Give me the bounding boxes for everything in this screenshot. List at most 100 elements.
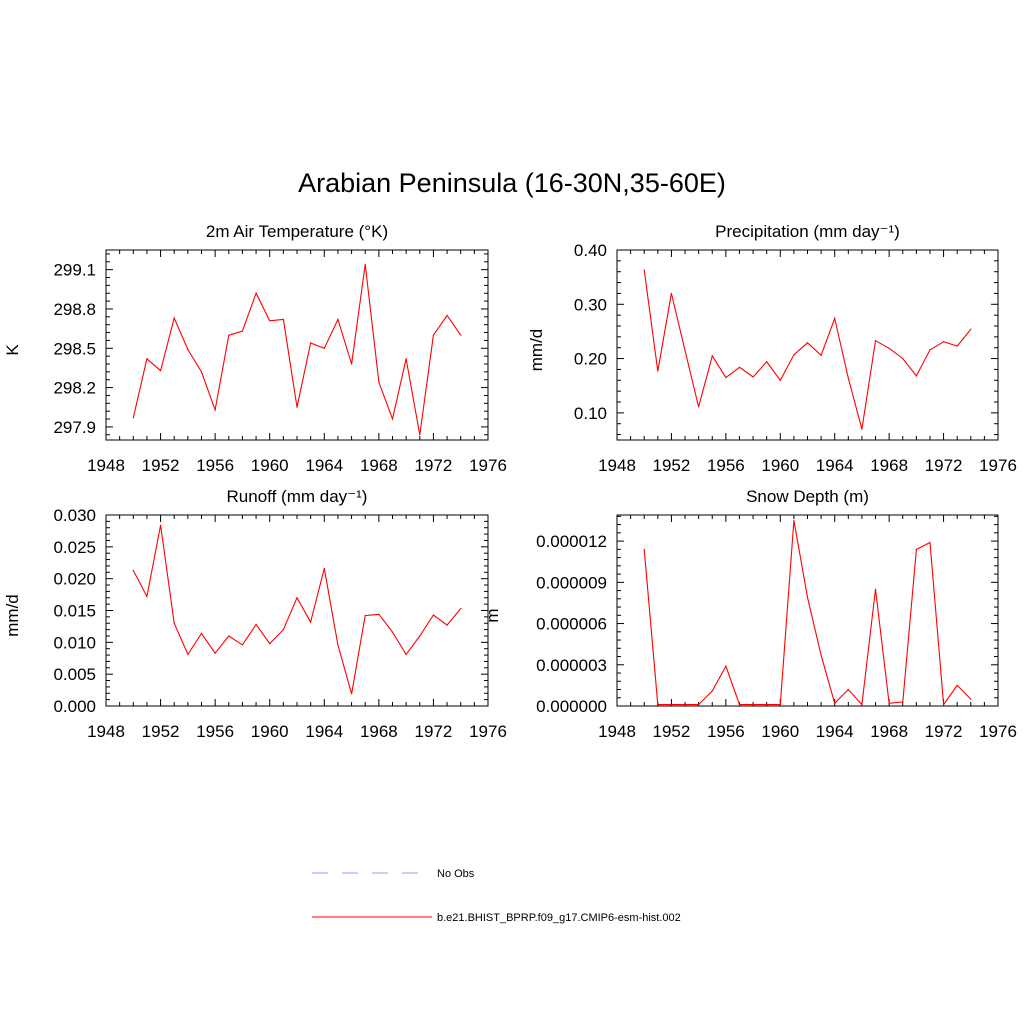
- data-point: [405, 358, 407, 360]
- data-point: [834, 702, 836, 704]
- x-tick-label: 1972: [925, 722, 963, 741]
- data-point: [214, 409, 216, 411]
- x-tick-label: 1948: [87, 722, 125, 741]
- data-point: [793, 519, 795, 522]
- data-point: [766, 704, 768, 706]
- data-point: [132, 417, 134, 419]
- data-point: [364, 614, 366, 617]
- x-tick-label: 1972: [415, 722, 453, 741]
- y-axis-label: m: [483, 608, 502, 622]
- data-point: [929, 541, 931, 544]
- y-tick-label: 0.20: [574, 350, 607, 369]
- x-tick-label: 1948: [598, 722, 636, 741]
- data-point: [241, 644, 244, 646]
- data-point: [460, 607, 462, 610]
- data-point: [187, 348, 189, 351]
- data-point: [670, 292, 673, 295]
- data-point: [364, 263, 366, 266]
- data-point: [460, 334, 462, 336]
- x-tick-label: 1976: [979, 456, 1017, 475]
- data-point: [419, 635, 421, 637]
- x-tick-label: 1952: [653, 722, 691, 741]
- data-point: [282, 629, 284, 631]
- y-axis-label: mm/d: [3, 594, 22, 637]
- y-tick-label: 0.000012: [536, 532, 607, 551]
- data-point: [159, 524, 162, 526]
- data-point: [670, 704, 673, 706]
- data-point: [698, 406, 700, 408]
- x-tick-label: 1960: [251, 722, 289, 741]
- data-point: [820, 654, 822, 656]
- data-point: [834, 317, 836, 319]
- data-point: [874, 588, 877, 590]
- x-tick-label: 1952: [142, 722, 180, 741]
- data-point: [711, 355, 713, 357]
- data-point: [942, 341, 945, 343]
- data-point: [806, 342, 809, 344]
- subplot-title: Snow Depth (m): [746, 487, 869, 506]
- data-point: [187, 653, 189, 656]
- data-point: [405, 653, 407, 656]
- data-point: [643, 269, 645, 271]
- x-tick-label: 1976: [469, 456, 507, 475]
- x-tick-label: 1956: [196, 456, 234, 475]
- data-point: [806, 596, 809, 599]
- data-point: [874, 340, 877, 342]
- data-point: [970, 698, 972, 700]
- data-point: [956, 684, 958, 686]
- x-tick-label: 1956: [196, 722, 234, 741]
- data-point: [146, 595, 148, 598]
- data-point: [350, 363, 353, 365]
- data-point: [929, 349, 931, 351]
- data-point: [200, 371, 203, 373]
- data-point: [847, 377, 849, 379]
- y-tick-label: 299.1: [53, 261, 96, 280]
- data-point: [779, 704, 781, 706]
- data-point: [847, 688, 849, 691]
- data-point: [684, 704, 686, 706]
- data-point: [269, 320, 271, 322]
- data-point: [888, 702, 890, 704]
- data-point: [956, 345, 958, 347]
- y-tick-label: 0.015: [53, 602, 96, 621]
- data-point: [820, 354, 822, 356]
- x-tick-label: 1960: [761, 456, 799, 475]
- data-point: [391, 418, 394, 420]
- x-tick-label: 1956: [707, 722, 745, 741]
- data-point: [657, 704, 659, 706]
- y-tick-label: 0.020: [53, 570, 96, 589]
- data-point: [711, 690, 713, 692]
- x-tick-label: 1968: [870, 456, 908, 475]
- subplot-title: Runoff (mm day⁻¹): [227, 487, 368, 506]
- y-axis-label: mm/d: [527, 329, 546, 372]
- x-tick-label: 1976: [469, 722, 507, 741]
- x-tick-label: 1964: [305, 456, 343, 475]
- data-point: [173, 622, 175, 624]
- y-tick-label: 0.30: [574, 295, 607, 314]
- y-axis-label: K: [3, 344, 22, 356]
- data-point: [942, 704, 945, 706]
- data-point: [296, 597, 298, 599]
- data-point: [255, 292, 257, 294]
- x-tick-label: 1968: [360, 722, 398, 741]
- x-tick-label: 1956: [707, 456, 745, 475]
- data-point: [337, 644, 339, 646]
- x-tick-label: 1952: [142, 456, 180, 475]
- chart-title: Arabian Peninsula (16-30N,35-60E): [298, 168, 726, 198]
- data-point: [752, 704, 754, 706]
- data-point: [241, 330, 244, 332]
- data-point: [902, 701, 904, 703]
- data-point: [228, 635, 230, 637]
- data-point: [915, 375, 917, 377]
- data-point: [419, 434, 421, 436]
- data-point: [214, 652, 216, 654]
- data-point: [432, 614, 435, 616]
- data-point: [657, 370, 659, 372]
- y-tick-label: 0.000009: [536, 573, 607, 592]
- data-point: [766, 361, 768, 363]
- x-tick-label: 1964: [816, 722, 854, 741]
- data-point: [296, 406, 298, 408]
- y-tick-label: 297.9: [53, 418, 96, 437]
